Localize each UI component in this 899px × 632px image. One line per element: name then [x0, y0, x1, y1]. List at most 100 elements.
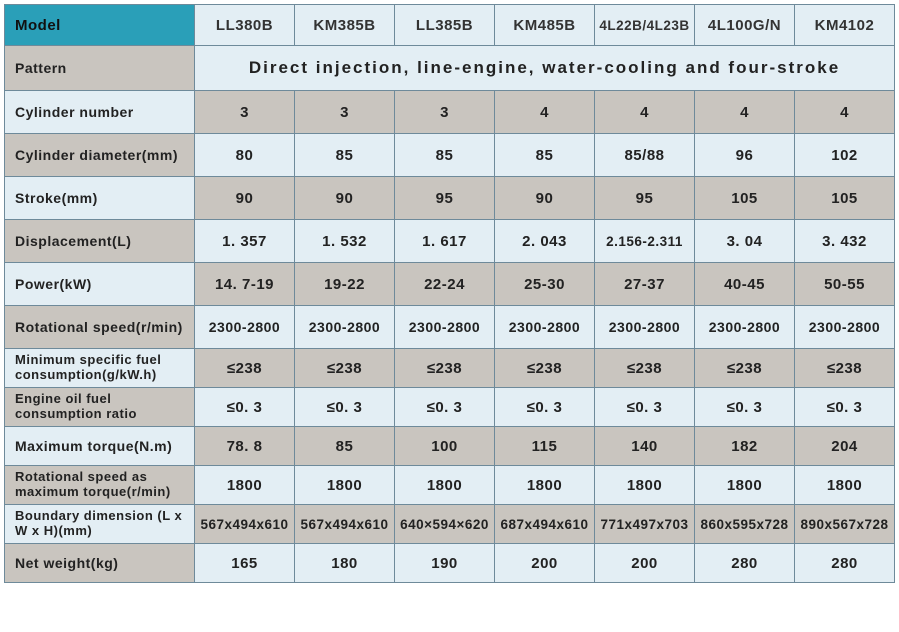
table-cell: ≤0. 3 — [795, 388, 895, 427]
table-cell: 3 — [195, 91, 295, 134]
stroke-label: Stroke(mm) — [5, 177, 195, 220]
table-cell: 280 — [795, 544, 895, 583]
table-cell: 100 — [395, 427, 495, 466]
model-col-0: LL380B — [195, 5, 295, 46]
table-cell: 2300-2800 — [395, 306, 495, 349]
table-cell: 102 — [795, 134, 895, 177]
displacement-label: Displacement(L) — [5, 220, 195, 263]
model-col-6: KM4102 — [795, 5, 895, 46]
table-cell: 2. 043 — [495, 220, 595, 263]
model-col-3: KM485B — [495, 5, 595, 46]
table-cell: ≤238 — [595, 349, 695, 388]
table-cell: 115 — [495, 427, 595, 466]
row-cylinder-diameter: Cylinder diameter(mm) 80 85 85 85 85/88 … — [5, 134, 895, 177]
engine-spec-table: Model LL380B KM385B LL385B KM485B 4L22B/… — [4, 4, 895, 583]
row-oil-ratio: Engine oil fuel consumption ratio ≤0. 3 … — [5, 388, 895, 427]
table-cell: 85 — [295, 427, 395, 466]
table-cell: 96 — [695, 134, 795, 177]
table-cell: 27-37 — [595, 263, 695, 306]
model-col-2: LL385B — [395, 5, 495, 46]
table-cell: ≤0. 3 — [395, 388, 495, 427]
table-cell: 860x595x728 — [695, 505, 795, 544]
table-cell: 3 — [395, 91, 495, 134]
cylinder-number-label: Cylinder number — [5, 91, 195, 134]
table-cell: 204 — [795, 427, 895, 466]
row-boundary-dim: Boundary dimension (L x W x H)(mm) 567x4… — [5, 505, 895, 544]
table-cell: 2300-2800 — [195, 306, 295, 349]
boundary-dim-label: Boundary dimension (L x W x H)(mm) — [5, 505, 195, 544]
power-label: Power(kW) — [5, 263, 195, 306]
table-cell: 2.156-2.311 — [595, 220, 695, 263]
table-cell: 890x567x728 — [795, 505, 895, 544]
table-cell: 200 — [495, 544, 595, 583]
table-cell: 3 — [295, 91, 395, 134]
table-cell: 687x494x610 — [495, 505, 595, 544]
table-cell: 1800 — [195, 466, 295, 505]
pattern-value: Direct injection, line-engine, water-coo… — [195, 46, 895, 91]
row-displacement: Displacement(L) 1. 357 1. 532 1. 617 2. … — [5, 220, 895, 263]
table-cell: 180 — [295, 544, 395, 583]
table-cell: 1800 — [595, 466, 695, 505]
model-col-5: 4L100G/N — [695, 5, 795, 46]
oil-ratio-label: Engine oil fuel consumption ratio — [5, 388, 195, 427]
pattern-label: Pattern — [5, 46, 195, 91]
rpm-max-torque-label: Rotational speed as maximum torque(r/min… — [5, 466, 195, 505]
table-cell: 3. 04 — [695, 220, 795, 263]
model-col-1: KM385B — [295, 5, 395, 46]
table-cell: 90 — [295, 177, 395, 220]
table-cell: 3. 432 — [795, 220, 895, 263]
table-cell: 85 — [395, 134, 495, 177]
table-cell: 4 — [595, 91, 695, 134]
table-cell: 2300-2800 — [295, 306, 395, 349]
table-cell: 90 — [495, 177, 595, 220]
table-cell: 40-45 — [695, 263, 795, 306]
cylinder-diameter-label: Cylinder diameter(mm) — [5, 134, 195, 177]
table-cell: 640×594×620 — [395, 505, 495, 544]
model-label: Model — [5, 5, 195, 46]
row-rpm-max-torque: Rotational speed as maximum torque(r/min… — [5, 466, 895, 505]
table-cell: 85 — [295, 134, 395, 177]
table-cell: ≤238 — [395, 349, 495, 388]
header-row: Model LL380B KM385B LL385B KM485B 4L22B/… — [5, 5, 895, 46]
row-stroke: Stroke(mm) 90 90 95 90 95 105 105 — [5, 177, 895, 220]
table-cell: 1800 — [395, 466, 495, 505]
table-cell: ≤238 — [495, 349, 595, 388]
row-power: Power(kW) 14. 7-19 19-22 22-24 25-30 27-… — [5, 263, 895, 306]
table-cell: 1. 357 — [195, 220, 295, 263]
table-cell: 19-22 — [295, 263, 395, 306]
row-rotational-speed: Rotational speed(r/min) 2300-2800 2300-2… — [5, 306, 895, 349]
table-cell: ≤0. 3 — [495, 388, 595, 427]
table-cell: 1800 — [795, 466, 895, 505]
row-cylinder-number: Cylinder number 3 3 3 4 4 4 4 — [5, 91, 895, 134]
table-cell: 50-55 — [795, 263, 895, 306]
table-cell: 85 — [495, 134, 595, 177]
table-cell: ≤0. 3 — [195, 388, 295, 427]
table-cell: ≤0. 3 — [595, 388, 695, 427]
row-min-sfc: Minimum specific fuel consumption(g/kW.h… — [5, 349, 895, 388]
table-cell: 95 — [595, 177, 695, 220]
table-cell: 95 — [395, 177, 495, 220]
table-cell: 200 — [595, 544, 695, 583]
table-cell: 90 — [195, 177, 295, 220]
table-cell: 190 — [395, 544, 495, 583]
table-cell: 1. 532 — [295, 220, 395, 263]
table-cell: 105 — [795, 177, 895, 220]
table-cell: ≤238 — [195, 349, 295, 388]
table-cell: 80 — [195, 134, 295, 177]
table-cell: 2300-2800 — [495, 306, 595, 349]
table-cell: 2300-2800 — [595, 306, 695, 349]
table-cell: ≤238 — [695, 349, 795, 388]
row-pattern: Pattern Direct injection, line-engine, w… — [5, 46, 895, 91]
table-cell: 567x494x610 — [195, 505, 295, 544]
table-cell: 78. 8 — [195, 427, 295, 466]
table-cell: 140 — [595, 427, 695, 466]
table-cell: 25-30 — [495, 263, 595, 306]
table-cell: 4 — [795, 91, 895, 134]
table-cell: ≤238 — [795, 349, 895, 388]
rotational-speed-label: Rotational speed(r/min) — [5, 306, 195, 349]
row-net-weight: Net weight(kg) 165 180 190 200 200 280 2… — [5, 544, 895, 583]
table-cell: 4 — [695, 91, 795, 134]
net-weight-label: Net weight(kg) — [5, 544, 195, 583]
model-col-4: 4L22B/4L23B — [595, 5, 695, 46]
table-cell: 771x497x703 — [595, 505, 695, 544]
